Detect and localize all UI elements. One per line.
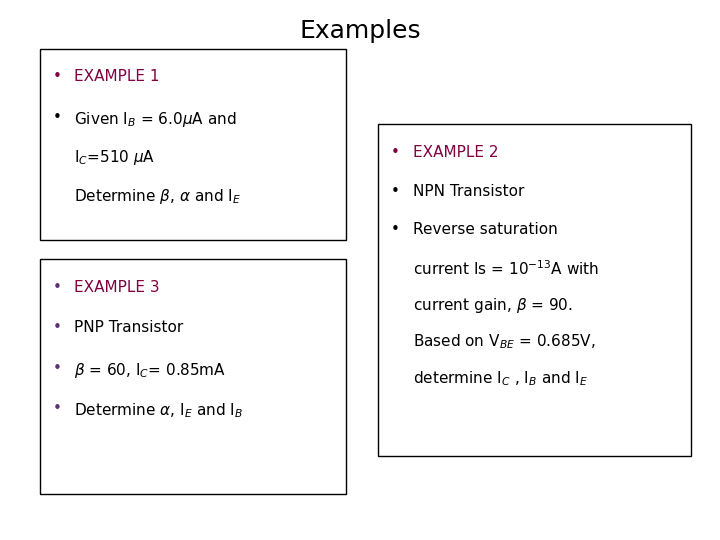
Text: •: •	[391, 222, 400, 238]
Text: •: •	[53, 69, 61, 84]
Text: •: •	[53, 110, 61, 125]
Text: current Is = 10$^{-13}$A with: current Is = 10$^{-13}$A with	[413, 259, 599, 278]
Text: Reverse saturation: Reverse saturation	[413, 222, 557, 238]
Text: Examples: Examples	[300, 19, 420, 43]
Text: EXAMPLE 2: EXAMPLE 2	[413, 145, 498, 160]
Text: Determine $\alpha$, I$_E$ and I$_B$: Determine $\alpha$, I$_E$ and I$_B$	[74, 401, 243, 420]
Text: PNP Transistor: PNP Transistor	[74, 320, 184, 335]
Text: •: •	[53, 280, 61, 295]
Text: •: •	[53, 361, 61, 376]
Text: •: •	[391, 145, 400, 160]
Text: Given I$_B$ = 6.0$\mu$A and: Given I$_B$ = 6.0$\mu$A and	[74, 110, 237, 129]
Text: current gain, $\beta$ = 90.: current gain, $\beta$ = 90.	[413, 296, 572, 315]
Text: Based on V$_{BE}$ = 0.685V,: Based on V$_{BE}$ = 0.685V,	[413, 333, 595, 352]
Text: •: •	[53, 401, 61, 416]
Text: I$_C$=510 $\mu$A: I$_C$=510 $\mu$A	[74, 148, 156, 167]
Text: NPN Transistor: NPN Transistor	[413, 184, 524, 199]
Text: •: •	[53, 320, 61, 335]
Text: EXAMPLE 3: EXAMPLE 3	[74, 280, 160, 295]
Text: •: •	[391, 184, 400, 199]
Text: $\beta$ = 60, I$_C$= 0.85mA: $\beta$ = 60, I$_C$= 0.85mA	[74, 361, 225, 380]
FancyBboxPatch shape	[40, 259, 346, 494]
Text: EXAMPLE 1: EXAMPLE 1	[74, 69, 160, 84]
FancyBboxPatch shape	[378, 124, 691, 456]
Text: Determine $\beta$, $\alpha$ and I$_E$: Determine $\beta$, $\alpha$ and I$_E$	[74, 187, 241, 206]
Text: determine I$_C$ , I$_B$ and I$_E$: determine I$_C$ , I$_B$ and I$_E$	[413, 369, 588, 388]
FancyBboxPatch shape	[40, 49, 346, 240]
